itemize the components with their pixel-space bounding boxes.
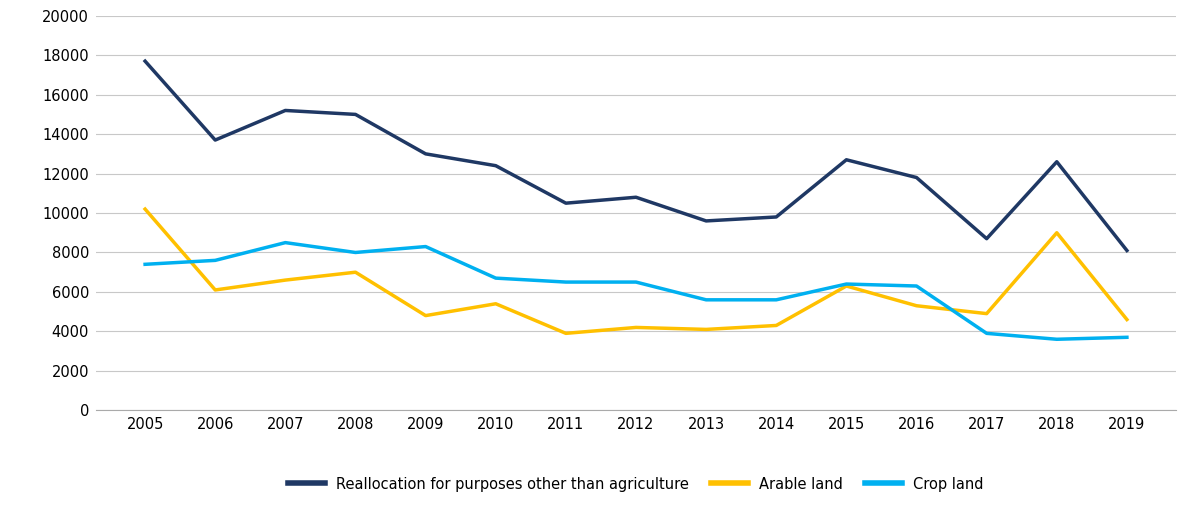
Legend: Reallocation for purposes other than agriculture, Arable land, Crop land: Reallocation for purposes other than agr… — [288, 477, 984, 492]
